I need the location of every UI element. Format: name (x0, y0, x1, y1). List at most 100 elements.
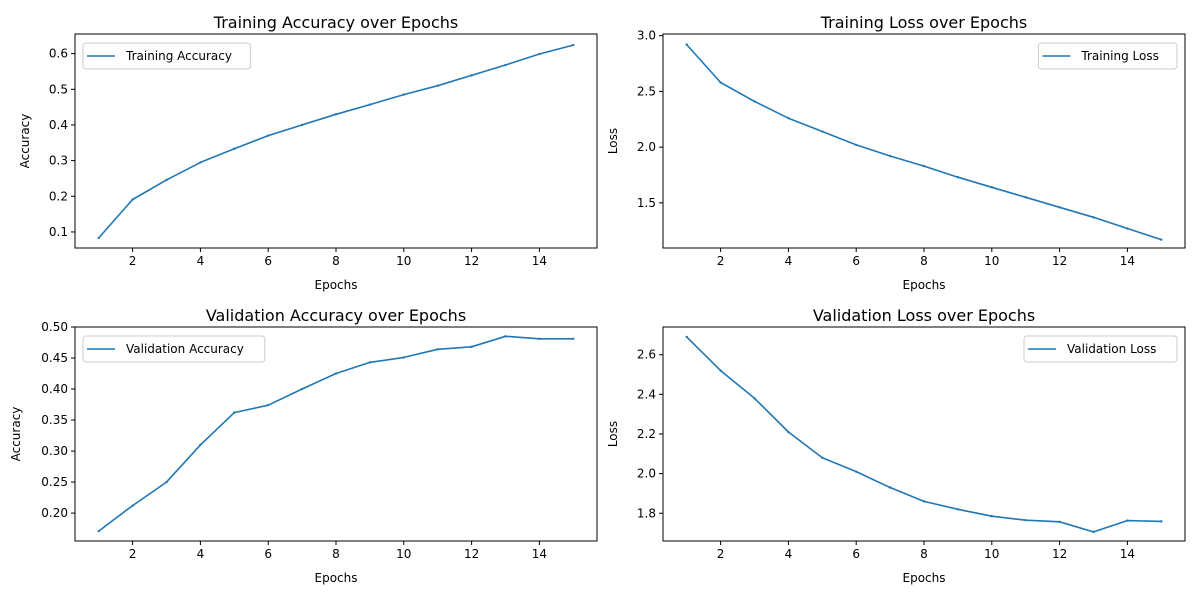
legend-box (82, 42, 251, 70)
data-point (97, 529, 100, 533)
data-point (1058, 206, 1061, 209)
legend-label: Validation Accuracy (126, 342, 244, 356)
chart-title: Training Loss over Epochs (820, 13, 1028, 32)
y-tick-label: 0.25 (41, 475, 68, 489)
data-point (402, 356, 405, 359)
legend: Validation Loss (1023, 335, 1178, 363)
y-tick-label: 0.20 (41, 506, 68, 520)
y-tick-label: 2.4 (637, 387, 656, 401)
y-tick-label: 0.40 (41, 382, 68, 396)
data-point (199, 443, 202, 447)
y-tick-label: 2.0 (637, 140, 656, 154)
x-tick-label: 8 (332, 547, 340, 561)
data-point (787, 430, 790, 434)
chart-panel-1: Training Accuracy over Epochs 2 4 6 8 10 12 14 0… (18, 13, 598, 292)
y-tick-label: 0.5 (49, 82, 68, 96)
x-tick-label: 10 (984, 547, 999, 561)
y-axis-label: Accuracy (9, 407, 23, 462)
x-tick-label: 4 (785, 547, 793, 561)
x-tick-label: 14 (1120, 254, 1135, 268)
data-point (1092, 530, 1095, 534)
legend-label: Validation Loss (1067, 342, 1156, 356)
data-point (470, 74, 473, 77)
series-line (686, 44, 1162, 241)
data-point (990, 515, 993, 518)
data-point (131, 198, 134, 201)
series-line (98, 44, 574, 239)
data-point (334, 372, 338, 375)
data-point (504, 63, 507, 67)
chart-title: Training Accuracy over Epochs (213, 13, 458, 32)
data-point (855, 143, 858, 147)
x-tick-label: 6 (852, 547, 860, 561)
data-point (1126, 519, 1129, 522)
x-tick-label: 8 (920, 547, 928, 561)
y-axis-label: Loss (606, 421, 620, 447)
data-point (1092, 216, 1095, 219)
data-point (368, 361, 372, 364)
data-point (97, 236, 100, 240)
data-point (956, 508, 960, 511)
data-point (267, 134, 270, 137)
x-tick-label: 4 (197, 254, 205, 268)
data-point (685, 335, 688, 339)
data-point (334, 113, 338, 116)
x-axis-label: Epochs (903, 278, 946, 292)
y-tick-label: 0.35 (41, 413, 68, 427)
x-tick-label: 6 (264, 547, 272, 561)
y-tick-label: 1.5 (637, 196, 656, 210)
data-point (436, 348, 439, 351)
data-point (821, 456, 824, 459)
y-tick-label: 2.2 (637, 427, 656, 441)
x-tick-label: 6 (264, 254, 272, 268)
x-tick-label: 4 (197, 547, 205, 561)
x-tick-label: 10 (396, 254, 411, 268)
data-point (990, 186, 993, 189)
data-point (753, 397, 756, 400)
data-point (1160, 238, 1163, 241)
legend-label: Training Accuracy (125, 49, 232, 63)
data-point (538, 52, 541, 56)
data-point (1126, 227, 1129, 230)
y-tick-label: 0.45 (41, 351, 68, 365)
legend: Training Loss (1037, 42, 1178, 70)
x-tick-label: 2 (129, 254, 137, 268)
data-point (131, 504, 134, 507)
x-tick-label: 14 (532, 254, 547, 268)
x-tick-label: 12 (464, 547, 479, 561)
data-point (719, 81, 722, 84)
x-axis-label: Epochs (903, 571, 946, 585)
y-tick-label: 0.30 (41, 444, 68, 458)
data-point (1160, 520, 1163, 523)
y-tick-label: 3.0 (637, 29, 656, 43)
data-point (165, 480, 168, 484)
data-point (888, 486, 892, 489)
data-point (300, 387, 304, 391)
chart-panel-3: Validation Accuracy over Epochs 2 4 6 8 10 12 1… (9, 306, 598, 585)
x-tick-label: 14 (1120, 547, 1135, 561)
data-point (368, 103, 372, 106)
x-tick-label: 6 (852, 254, 860, 268)
data-point (956, 176, 960, 179)
x-tick-label: 12 (1052, 254, 1067, 268)
data-point (300, 123, 304, 127)
data-point (1024, 196, 1027, 199)
y-tick-label: 2.5 (637, 84, 656, 98)
data-point (402, 93, 405, 96)
data-point (888, 154, 892, 158)
x-tick-label: 2 (129, 547, 137, 561)
legend-box (82, 335, 266, 363)
chart-panel-4: Validation Loss over Epochs 2 4 6 8 10 12 14 1.8… (606, 306, 1186, 585)
legend: Training Accuracy (82, 42, 251, 70)
y-tick-label: 2.6 (637, 348, 656, 362)
y-tick-label: 0.6 (49, 47, 68, 61)
data-point (1024, 518, 1027, 522)
x-tick-label: 12 (464, 254, 479, 268)
data-point (436, 84, 439, 87)
x-tick-label: 10 (396, 547, 411, 561)
data-point (199, 161, 202, 164)
data-point (470, 345, 473, 349)
data-point (165, 178, 168, 182)
x-tick-label: 8 (920, 254, 928, 268)
